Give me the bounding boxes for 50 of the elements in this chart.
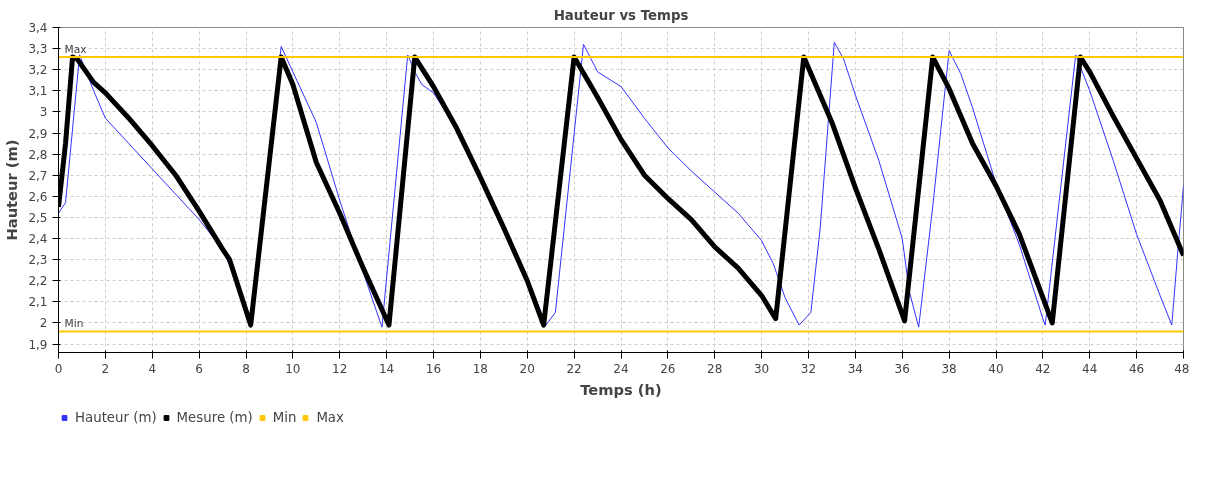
text: Min bbox=[64, 317, 84, 331]
y-tick-label: 2,8 bbox=[28, 147, 48, 162]
x-tick-label: 2 bbox=[101, 361, 110, 376]
x-tick-label: 44 bbox=[1082, 361, 1098, 376]
text: Max bbox=[64, 43, 87, 57]
x-tick-label: 8 bbox=[242, 361, 250, 376]
y-tick-label: 1,9 bbox=[28, 337, 48, 352]
x-tick-label: 38 bbox=[941, 361, 957, 376]
x-tick-label: 48 bbox=[1174, 361, 1190, 376]
x-tick-label: 28 bbox=[707, 361, 723, 376]
y-tick-label: 3,2 bbox=[28, 63, 48, 78]
legend-label: Hauteur (m) bbox=[75, 409, 157, 425]
y-axis-title: Hauteur (m) bbox=[3, 139, 21, 241]
x-tick-label: 12 bbox=[332, 361, 348, 376]
y-tick-label: 2,4 bbox=[28, 232, 48, 247]
x-tick-label: 30 bbox=[753, 361, 770, 376]
x-tick-label: 6 bbox=[195, 361, 203, 376]
x-tick-label: 10 bbox=[285, 361, 301, 376]
y-tick-label: 2 bbox=[39, 316, 48, 331]
y-tick-label: 2,9 bbox=[28, 126, 48, 141]
x-tick-label: 32 bbox=[800, 361, 817, 376]
y-tick-label: 3,1 bbox=[28, 84, 48, 99]
y-tick-label: 2,3 bbox=[28, 253, 48, 268]
x-tick-label: 0 bbox=[54, 361, 63, 376]
x-tick-label: 46 bbox=[1128, 361, 1145, 376]
legend-label: Max bbox=[316, 409, 344, 425]
x-tick-label: 24 bbox=[613, 361, 629, 376]
x-tick-label: 20 bbox=[519, 361, 535, 376]
x-tick-label: 42 bbox=[1035, 361, 1051, 376]
legend-label: Min bbox=[272, 409, 297, 425]
x-tick-label: 26 bbox=[660, 361, 676, 376]
y-tick-label: 2,5 bbox=[28, 210, 48, 225]
x-tick-label: 4 bbox=[148, 361, 157, 376]
chart-title: Hauteur vs Temps bbox=[553, 7, 689, 23]
x-tick-label: 14 bbox=[378, 361, 395, 376]
x-tick-label: 16 bbox=[425, 361, 442, 376]
y-tick-label: 3,4 bbox=[28, 21, 48, 35]
x-tick-label: 22 bbox=[566, 361, 582, 376]
x-tick-label: 18 bbox=[472, 361, 489, 376]
y-tick-label: 2,1 bbox=[28, 295, 48, 310]
x-tick-label: 34 bbox=[847, 361, 864, 376]
y-tick-label: 3 bbox=[39, 105, 48, 120]
x-tick-label: 36 bbox=[894, 361, 910, 376]
y-tick-label: 2,6 bbox=[28, 189, 48, 204]
x-tick-label: 40 bbox=[988, 361, 1004, 376]
x-axis-title: Temps (h) bbox=[580, 380, 662, 398]
y-tick-label: 2,7 bbox=[28, 168, 48, 183]
y-tick-label: 3,3 bbox=[28, 42, 48, 57]
y-tick-label: 2,2 bbox=[28, 274, 48, 289]
legend-label: Mesure (m) bbox=[176, 409, 253, 425]
